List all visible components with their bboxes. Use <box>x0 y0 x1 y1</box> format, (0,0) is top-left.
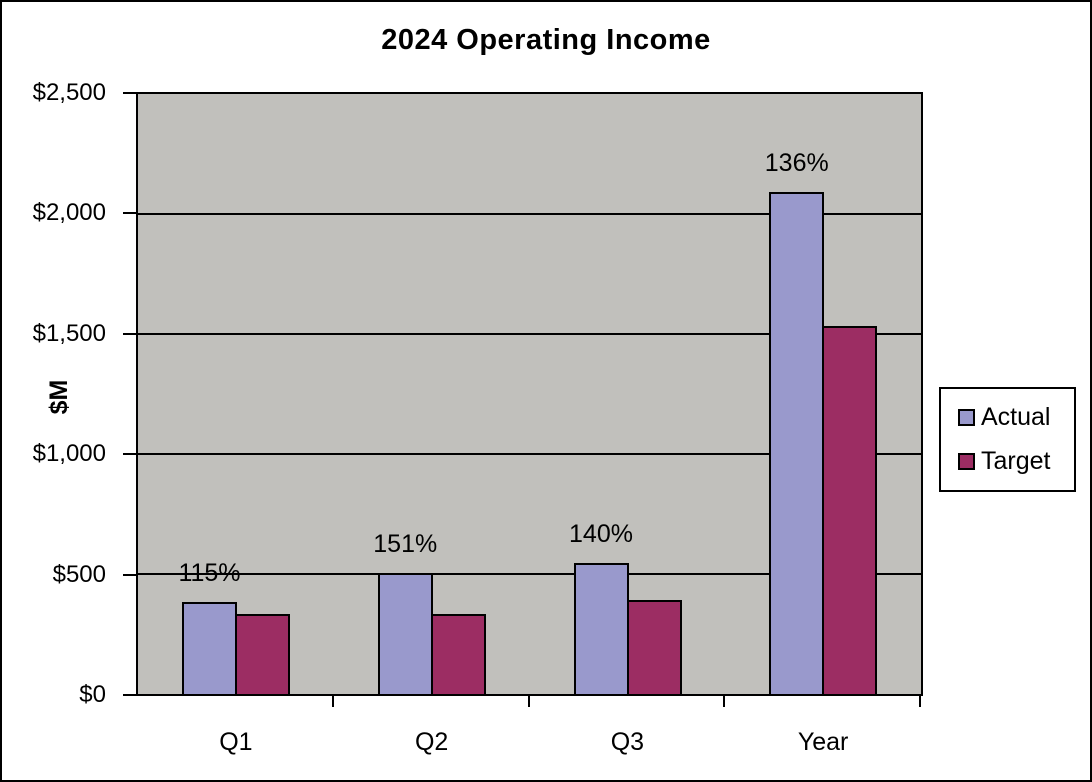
category-group: 115% <box>138 94 334 694</box>
y-axis-tick <box>123 453 136 456</box>
category-group: 151% <box>334 94 530 694</box>
y-axis-label: $1,500 <box>32 319 106 347</box>
gridline <box>138 453 921 455</box>
bar-actual <box>377 572 433 694</box>
category-label: Year <box>797 728 849 756</box>
legend-entry: Target <box>958 447 1074 476</box>
x-axis-tick <box>919 694 921 707</box>
gridline <box>138 213 921 215</box>
y-axis-label: $0 <box>79 681 106 708</box>
y-axis-label: $2,000 <box>32 199 106 227</box>
x-axis-tick <box>723 694 726 707</box>
category-label: Q1 <box>219 728 253 756</box>
legend-label: Actual <box>981 403 1051 432</box>
gridline <box>138 333 921 335</box>
data-label: 151% <box>373 529 438 558</box>
category-label: Q3 <box>610 728 645 756</box>
bar-actual <box>573 563 629 694</box>
legend-label: Target <box>981 446 1051 475</box>
y-axis-tick <box>123 332 136 335</box>
y-axis-label: $500 <box>52 560 106 588</box>
bar-target <box>430 613 486 694</box>
data-label: 136% <box>764 149 829 178</box>
y-axis-tick <box>123 92 136 94</box>
y-axis-label: $2,500 <box>32 79 106 106</box>
y-axis-label: $1,000 <box>32 440 106 468</box>
category-group: 136% <box>725 94 921 694</box>
category-label: Q2 <box>414 728 449 756</box>
y-axis-title: $M <box>45 379 73 415</box>
bar-actual <box>182 601 237 694</box>
bar-target <box>626 600 682 694</box>
chart-title: 2024 Operating Income <box>381 24 711 56</box>
gridline <box>138 573 921 575</box>
legend-entry: Actual <box>958 403 1074 432</box>
y-axis-tick <box>123 212 136 215</box>
category-group: 140% <box>530 94 726 694</box>
legend-swatch-actual <box>958 409 975 427</box>
bar-target <box>235 613 290 694</box>
data-label: 115% <box>178 558 241 587</box>
y-axis-tick <box>123 694 136 696</box>
x-axis-tick <box>527 694 530 707</box>
legend: Actual Target <box>939 387 1076 492</box>
x-axis-tick <box>331 694 334 707</box>
bar-actual <box>769 192 825 694</box>
legend-swatch-target <box>958 452 975 470</box>
data-label: 140% <box>569 520 633 549</box>
plot-area: 115% 151% 140% 136% <box>136 92 923 696</box>
y-axis-tick <box>123 573 136 576</box>
bar-target <box>822 325 878 694</box>
